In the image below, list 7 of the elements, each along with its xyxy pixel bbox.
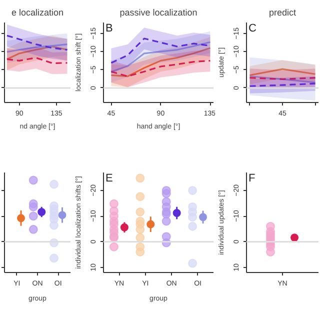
chart-title: predict xyxy=(268,8,297,18)
annotation: E xyxy=(106,172,113,184)
annotation: F xyxy=(248,172,256,184)
chart-title: e localization xyxy=(11,8,64,18)
annotation: C xyxy=(248,22,256,34)
annotation: B xyxy=(106,22,113,34)
chart-title: passive localization xyxy=(120,8,198,18)
